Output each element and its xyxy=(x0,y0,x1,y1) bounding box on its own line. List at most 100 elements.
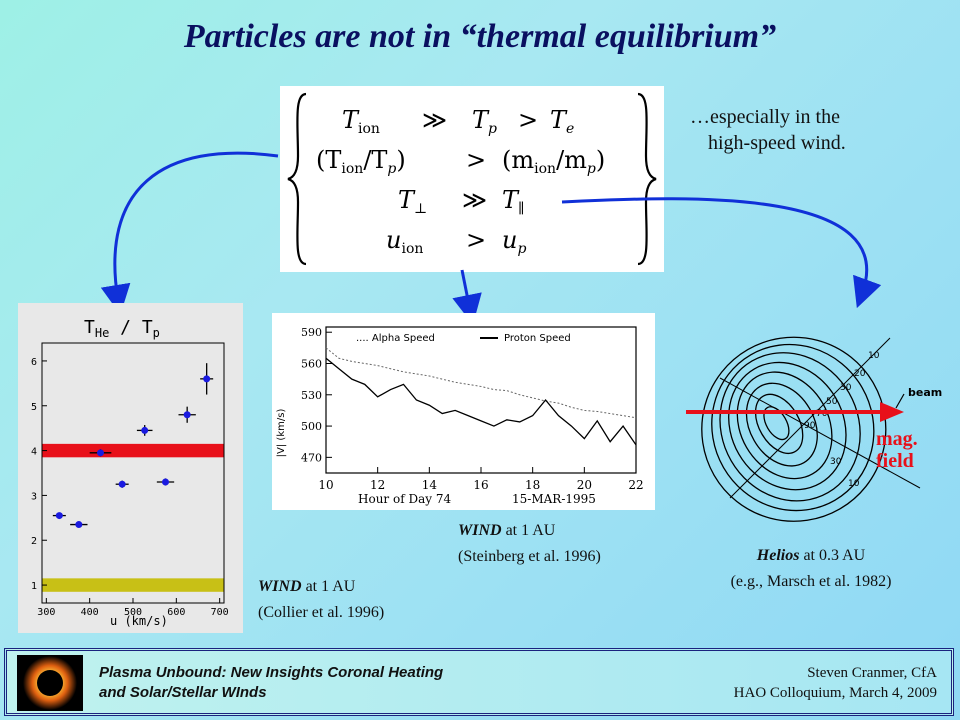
x-tick-label: 20 xyxy=(577,478,592,492)
eq4-rhs-sub: p xyxy=(517,241,526,257)
data-point xyxy=(118,480,126,488)
contour-6 xyxy=(745,382,818,467)
eq1-op2: > xyxy=(518,106,538,134)
eq1-rhs: T xyxy=(550,106,568,134)
eq2-rhs-sub: ion xyxy=(534,161,556,177)
eq2-lhs: (T xyxy=(316,146,341,174)
y-tick-label: 4 xyxy=(31,447,37,458)
contour-label-10: 10 xyxy=(868,351,880,361)
svg-text:T⊥: T⊥ xyxy=(398,186,427,217)
eq1-mid: T xyxy=(472,106,490,134)
x-tick-label: 16 xyxy=(473,478,488,492)
note-line2: high-speed wind. xyxy=(708,132,846,154)
solar-eclipse-image xyxy=(17,655,83,711)
contour-label-50: 50 xyxy=(826,397,838,407)
footer-right-line2: HAO Colloquium, March 4, 2009 xyxy=(733,685,937,701)
x-tick-label: 18 xyxy=(525,478,540,492)
svg-text:uion: uion xyxy=(386,226,423,257)
data-point xyxy=(75,521,83,529)
right-brace xyxy=(637,92,657,266)
svg-text:up: up xyxy=(502,226,526,257)
footer-bar: Plasma Unbound: New Insights Coronal Hea… xyxy=(4,648,954,716)
caption-helios: Helios at 0.3 AU (e.g., Marsch et al. 19… xyxy=(696,543,926,595)
helios-contours-svg: 10 20 30 50 70 90 30 10 beam xyxy=(701,336,942,522)
note-line1: …especially in the xyxy=(690,106,840,128)
y-tick-label: 2 xyxy=(31,536,37,547)
contour-label-10b: 10 xyxy=(848,479,860,489)
eq4-lhs: u xyxy=(386,226,401,254)
mag-field-line2: field xyxy=(876,450,914,472)
y-tick-label: 3 xyxy=(31,491,37,502)
caption-wind1-name: WIND xyxy=(458,522,502,539)
eq3-rhs-sub: ∥ xyxy=(518,201,524,217)
eq1-rhs-sub: e xyxy=(566,121,574,137)
eq2-rhs-close: ) xyxy=(596,146,605,174)
band-1 xyxy=(42,578,224,592)
eq2-lhs-sub: ion xyxy=(341,161,363,177)
band-0 xyxy=(42,443,224,458)
eq4-lhs-sub: ion xyxy=(401,241,423,257)
caption-helios-name: Helios xyxy=(756,547,800,564)
beam-label: beam xyxy=(908,386,942,399)
left-chart-panel: THe / Tp u (km/s) 300 400 500 600 700 1 2 3 4 5 6 xyxy=(18,303,243,633)
y-tick-label: 470 xyxy=(301,451,322,464)
contour-label-30b: 30 xyxy=(830,457,842,467)
x-tick-label: 12 xyxy=(370,478,385,492)
x-tick-label: 14 xyxy=(422,478,438,492)
data-point xyxy=(183,411,191,419)
eq2-rhs-tail: /m xyxy=(556,146,587,174)
data-point xyxy=(141,426,149,434)
eq1-lhs: T xyxy=(342,106,360,134)
eq4-op: > xyxy=(466,226,486,254)
x-tick-label: 600 xyxy=(167,607,185,618)
slide-title: Particles are not in “thermal equilibriu… xyxy=(183,18,777,55)
x-tick-label: 22 xyxy=(628,478,643,492)
eq3-op: ≫ xyxy=(462,186,487,214)
contour-label-90: 90 xyxy=(804,421,816,431)
axis-line-1 xyxy=(729,337,891,499)
x-tick-label: 400 xyxy=(81,607,99,618)
caption-wind2-ref: (Collier et al. 1996) xyxy=(258,604,385,621)
alpha-speed-line xyxy=(325,347,637,419)
legend-proton: Proton Speed xyxy=(504,333,571,344)
equations-svg: Tion ≫ Tp > Te (Tion/Tp) > (mion/mp) T⊥ … xyxy=(287,92,657,266)
y-tick-label: 1 xyxy=(31,581,37,592)
caption-wind-collier: WIND at 1 AU (Collier et al. 1996) xyxy=(258,574,384,626)
eq4-rhs: u xyxy=(502,226,517,254)
y-tick-label: 500 xyxy=(301,420,322,433)
caption-wind1-rest: at 1 AU xyxy=(501,522,556,539)
footer-talk-title: Plasma Unbound: New Insights Coronal Hea… xyxy=(99,663,443,703)
caption-wind1-ref: (Steinberg et al. 1996) xyxy=(458,548,601,565)
middle-chart-svg: .... Alpha Speed Proton Speed |V| (km/s)… xyxy=(276,326,644,506)
data-point xyxy=(55,512,63,520)
left-chart-xlabel: u (km/s) xyxy=(110,614,168,628)
left-chart-svg: THe / Tp u (km/s) 300 400 500 600 700 1 2 3 4 5 6 xyxy=(31,317,229,628)
contour-5 xyxy=(736,371,833,480)
middle-chart-ylabel: |V| (km/s) xyxy=(276,409,287,458)
equations-box: Tion ≫ Tp > Te (Tion/Tp) > (mion/mp) T⊥ … xyxy=(280,86,664,272)
eq3-lhs-sub: ⊥ xyxy=(414,201,427,217)
eq3-lhs: T xyxy=(398,186,416,214)
middle-plot-frame xyxy=(325,326,637,474)
eq2-rhs: (m xyxy=(502,146,534,174)
middle-chart-date: 15-MAR-1995 xyxy=(512,492,596,506)
data-point xyxy=(162,478,169,486)
caption-helios-ref: (e.g., Marsch et al. 1982) xyxy=(730,573,892,590)
x-tick-label: 500 xyxy=(124,607,142,618)
legend-alpha: .... Alpha Speed xyxy=(356,333,435,344)
mag-field-label: mag. field xyxy=(876,428,918,472)
mag-field-head xyxy=(880,402,904,422)
footer-speaker: Steven Cranmer, CfA HAO Colloquium, Marc… xyxy=(734,663,937,703)
beam-pointer xyxy=(895,393,905,409)
y-tick-label: 530 xyxy=(301,389,322,402)
left-brace xyxy=(287,92,307,266)
y-tick-label: 6 xyxy=(31,357,37,368)
footer-right-line1: Steven Cranmer, CfA xyxy=(807,665,937,681)
contour-4 xyxy=(728,361,847,491)
mag-field-arrow xyxy=(686,402,904,422)
high-speed-note: …especially in the high-speed wind. xyxy=(690,104,846,156)
contour-label-20: 20 xyxy=(854,369,866,379)
contour-outer xyxy=(701,336,887,522)
eq2-op: > xyxy=(466,146,486,174)
